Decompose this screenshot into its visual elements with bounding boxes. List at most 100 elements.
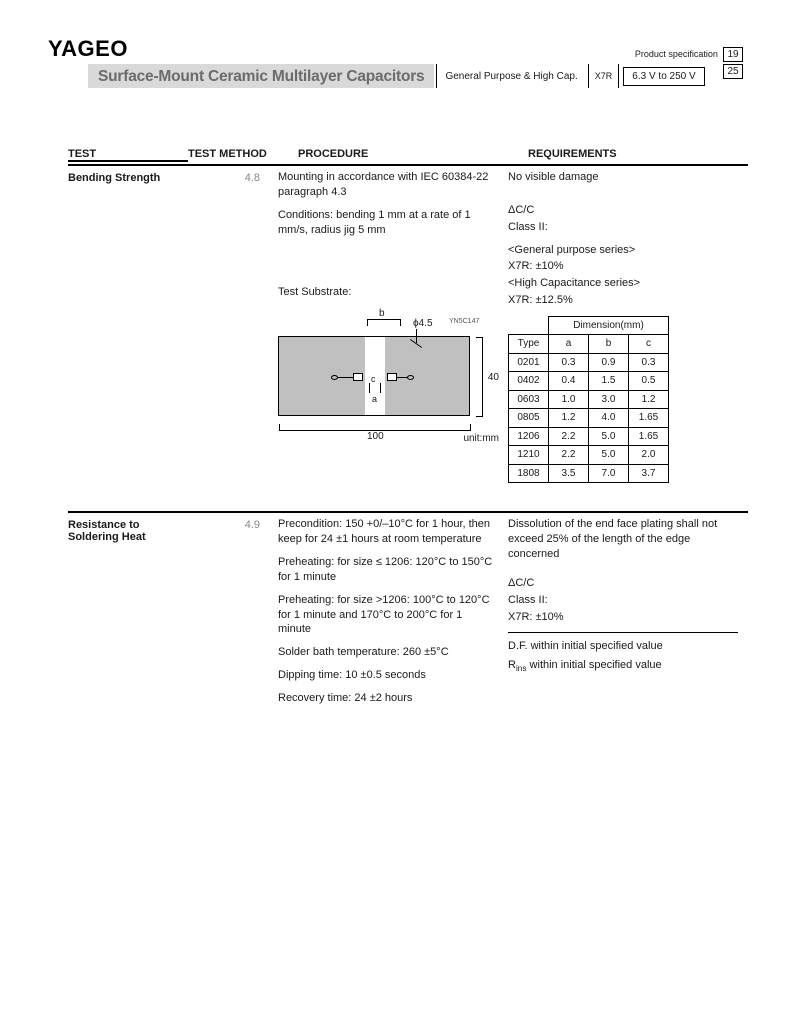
col-procedure-header: PROCEDURE [298, 148, 528, 162]
req-text: D.F. within initial specified value [508, 639, 738, 654]
req-text: Class II: [508, 220, 738, 235]
header-top-row: YAGEO Product specification 19 [48, 36, 743, 62]
req-text: Class II: [508, 593, 738, 608]
dim-table-cell: 2.0 [629, 446, 669, 465]
dim-table-cell: 0.9 [589, 353, 629, 372]
req-text: X7R: ±10% [508, 610, 738, 625]
dimension-table: Dimension(mm) Type a b c 02010.30.90.304… [508, 316, 669, 484]
procedure-cell: Mounting in accordance with IEC 60384-22… [278, 170, 508, 483]
dim-table-cell: 5.0 [589, 427, 629, 446]
dim-label-b: b [379, 307, 385, 321]
req-text: X7R: ±10% [508, 259, 738, 274]
procedure-text: Solder bath temperature: 260 ±5°C [278, 645, 498, 660]
test-method: 4.9 [188, 517, 278, 713]
req-text: Rins within initial specified value [508, 658, 738, 674]
dim-table-cell: 1.0 [549, 390, 589, 409]
solder-pad-right [387, 373, 397, 381]
dim-table-row: 12062.25.01.65 [509, 427, 669, 446]
procedure-text: Recovery time: 24 ±2 hours [278, 691, 498, 706]
req-text: ΔC/C [508, 576, 738, 591]
dim-tick-a [369, 383, 381, 393]
header-bar: Surface-Mount Ceramic Multilayer Capacit… [88, 64, 743, 88]
req-text: X7R: ±12.5% [508, 293, 738, 308]
dim-col: Type [509, 335, 549, 354]
unit-label: unit:mm [463, 432, 499, 446]
dim-table-cell: 1.2 [629, 390, 669, 409]
req-text: <High Capacitance series> [508, 276, 738, 291]
page-meta: Product specification 19 [635, 47, 743, 62]
dim-table-cell: 0.3 [549, 353, 589, 372]
col-requirements-header: REQUIREMENTS [528, 148, 738, 162]
dim-table-cell: 1.65 [629, 409, 669, 428]
dim-label-a: a [372, 393, 377, 405]
subtitle: General Purpose & High Cap. [436, 64, 585, 88]
voltage-range: 6.3 V to 250 V [623, 67, 704, 86]
req-text: No visible damage [508, 170, 738, 185]
dim-table-cell: 1.5 [589, 372, 629, 391]
page-current: 19 [723, 47, 743, 62]
dim-table-cell: 3.0 [589, 390, 629, 409]
dielectric-code: X7R [588, 64, 620, 88]
rins-post: within initial specified value [527, 659, 662, 671]
substrate-label: Test Substrate: [278, 285, 498, 300]
procedure-text: Precondition: 150 +0/–10°C for 1 hour, t… [278, 517, 498, 547]
dim-table-cell: 0.5 [629, 372, 669, 391]
dim-table-cell: 1.2 [549, 409, 589, 428]
procedure-text: Conditions: bending 1 mm at a rate of 1 … [278, 208, 498, 238]
substrate-diagram: b ϕ4.5 YN5C147 c a 100 [278, 308, 508, 448]
dim-table-cell: 7.0 [589, 464, 629, 483]
dim-col: a [549, 335, 589, 354]
page-total: 25 [723, 64, 743, 79]
dim-table-cell: 0.3 [629, 353, 669, 372]
solder-pad-left [353, 373, 363, 381]
dim-label-height: 40 [488, 371, 499, 385]
col-test-header: TEST [68, 148, 188, 162]
procedure-text: Preheating: for size >1206: 100°C to 120… [278, 593, 498, 638]
dim-table-cell: 1.65 [629, 427, 669, 446]
col-method-header: TEST METHOD [188, 148, 298, 162]
dim-table-row: 06031.03.01.2 [509, 390, 669, 409]
dim-table-cell: 3.7 [629, 464, 669, 483]
test-name: Bending Strength [68, 170, 188, 483]
hole-left [331, 375, 338, 380]
test-method: 4.8 [188, 170, 278, 483]
dim-table-row: 08051.24.01.65 [509, 409, 669, 428]
req-text: ΔC/C [508, 203, 738, 218]
procedure-text: Mounting in accordance with IEC 60384-22… [278, 170, 498, 200]
rins-sub: ins [516, 665, 527, 674]
lead-left [338, 377, 353, 378]
lead-right [397, 377, 407, 378]
diagram-code: YN5C147 [449, 317, 479, 326]
table-row: Bending Strength 4.8 Mounting in accorda… [68, 164, 748, 483]
dim-table-row: 18083.57.03.7 [509, 464, 669, 483]
dim-col: b [589, 335, 629, 354]
dim-table-cell: 0805 [509, 409, 549, 428]
procedure-cell: Precondition: 150 +0/–10°C for 1 hour, t… [278, 517, 508, 713]
doc-title: Surface-Mount Ceramic Multilayer Capacit… [88, 64, 434, 88]
requirements-cell: Dissolution of the end face plating shal… [508, 517, 738, 713]
dim-bracket-height [482, 337, 483, 417]
dim-table-cell: 2.2 [549, 446, 589, 465]
dim-table-cell: 1210 [509, 446, 549, 465]
substrate-body: b ϕ4.5 YN5C147 c a 100 [278, 336, 470, 416]
test-name: Resistance to Soldering Heat [68, 517, 188, 713]
dim-table-cell: 2.2 [549, 427, 589, 446]
dim-table-cell: 1808 [509, 464, 549, 483]
dim-table-col-row: Type a b c [509, 335, 669, 354]
procedure-text: Dipping time: 10 ±0.5 seconds [278, 668, 498, 683]
dim-table-cell: 5.0 [589, 446, 629, 465]
dim-label-width: 100 [367, 430, 384, 444]
spec-label: Product specification [635, 49, 718, 59]
dim-table-cell: 0402 [509, 372, 549, 391]
dim-table-row: 12102.25.02.0 [509, 446, 669, 465]
rins-r: R [508, 659, 516, 671]
dim-table-cell: 0201 [509, 353, 549, 372]
dim-table-cell: 3.5 [549, 464, 589, 483]
dim-table-blank [509, 316, 549, 335]
dim-table-row: 02010.30.90.3 [509, 353, 669, 372]
requirements-cell: No visible damage ΔC/C Class II: <Genera… [508, 170, 738, 483]
brand-logo: YAGEO [48, 36, 128, 62]
dim-table-cell: 4.0 [589, 409, 629, 428]
req-text: <General purpose series> [508, 243, 738, 258]
procedure-text: Preheating: for size ≤ 1206: 120°C to 15… [278, 555, 498, 585]
